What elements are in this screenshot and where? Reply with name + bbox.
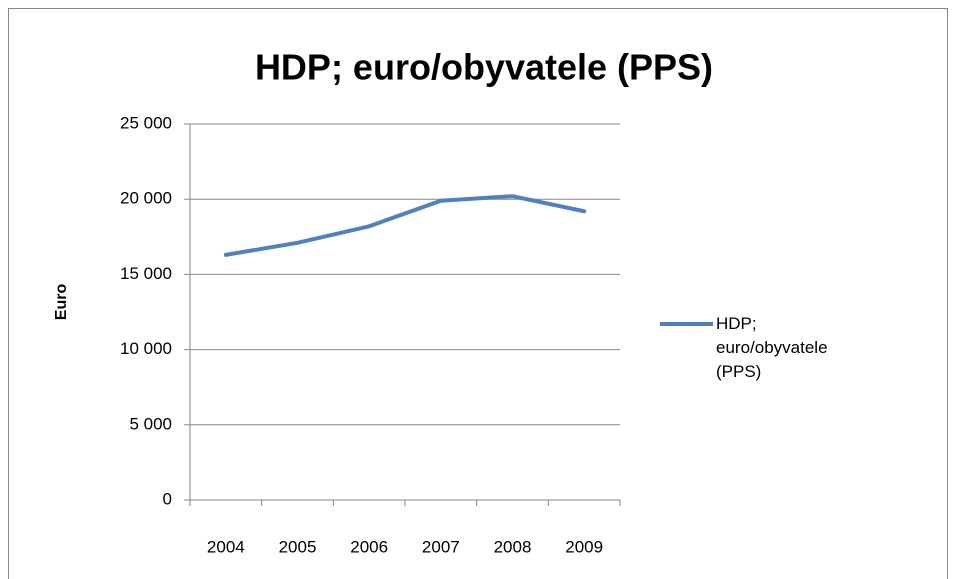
chart-frame	[8, 8, 948, 579]
y-tick-label: 5 000	[129, 414, 172, 433]
data-line	[223, 194, 587, 257]
x-tick-label: 2005	[279, 537, 317, 556]
chart-title: HDP; euro/obyvatele (PPS)	[255, 47, 713, 88]
y-tick-label: 0	[163, 489, 172, 508]
x-tick-label: 2007	[422, 537, 460, 556]
y-tick-label: 15 000	[120, 264, 172, 283]
y-tick-label: 10 000	[120, 339, 172, 358]
legend-label: HDP; euro/obyvatele (PPS)	[716, 314, 828, 381]
y-tick-label: 25 000	[120, 113, 172, 132]
x-tick-label: 2009	[565, 537, 603, 556]
y-tick-label: 20 000	[120, 189, 172, 208]
y-axis-label: Euro	[53, 284, 70, 321]
x-tick-label: 2004	[207, 537, 245, 556]
x-tick-label: 2006	[350, 537, 388, 556]
x-tick-label: 2008	[494, 537, 532, 556]
